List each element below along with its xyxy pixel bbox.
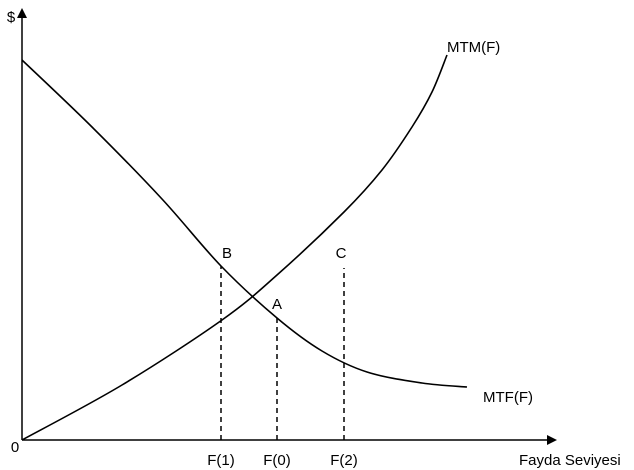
series-line-mtf <box>21 59 468 388</box>
origin-label: 0 <box>11 439 19 456</box>
guide-lines <box>220 266 345 440</box>
series-label-mtm: MTM(F) <box>447 39 500 56</box>
curves <box>21 54 468 441</box>
point-labels: A B C <box>222 245 347 313</box>
series-line-mtm <box>21 54 448 441</box>
x-tick-label-2: F(2) <box>330 452 358 469</box>
point-label-b: B <box>222 245 232 262</box>
y-axis-label: $ <box>7 9 16 26</box>
x-tick-labels: F(1) F(0) F(2) <box>207 452 358 469</box>
point-label-a: A <box>272 296 282 313</box>
series-labels: MTM(F) MTF(F) <box>447 39 533 406</box>
x-tick-label-0: F(1) <box>207 452 235 469</box>
x-tick-label-1: F(0) <box>263 452 291 469</box>
x-axis-label: Fayda Seviyesi <box>519 452 621 469</box>
point-label-c: C <box>336 245 347 262</box>
series-label-mtf: MTF(F) <box>483 389 533 406</box>
